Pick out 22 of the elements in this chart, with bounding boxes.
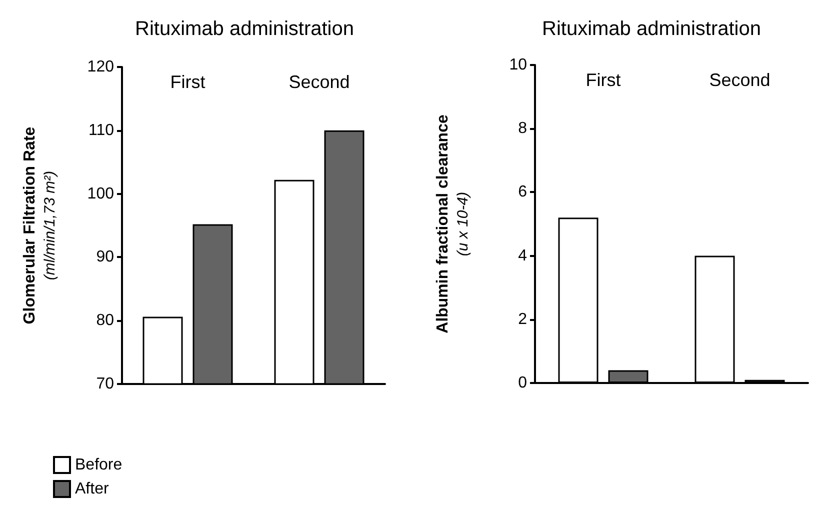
y-tick-label: 8: [518, 120, 528, 138]
x-tick-label: First: [170, 72, 206, 92]
y-tick-label: 120: [87, 58, 114, 76]
y-tick-label: 2: [518, 310, 528, 328]
y-tick-label: 6: [518, 184, 528, 201]
y-tick-label: 4: [518, 247, 528, 264]
y-tick-label: 0: [518, 374, 528, 392]
y-tick-label: 10: [509, 56, 528, 74]
legend-label: After: [75, 480, 110, 498]
y-axis-title: Glomerular Filtration Rate (ml/min/1,73 m²): [22, 126, 58, 324]
y-axis-title: Albumin fractional clearance (u x 10-4): [434, 114, 472, 334]
x-tick-label: First: [586, 70, 621, 90]
y-tick-label: 100: [87, 185, 114, 202]
y-tick-label: 70: [96, 376, 114, 392]
y-tick-label: 110: [88, 122, 114, 139]
y-tick-label: 80: [96, 312, 114, 330]
chart-title: Rituximab administration: [542, 18, 761, 40]
legend-label: Before: [75, 456, 122, 474]
x-tick-label: Second: [709, 70, 770, 90]
x-tick-label: Second: [288, 72, 350, 92]
chart-title: Rituximab administration: [135, 18, 354, 40]
y-tick-label: 90: [96, 248, 114, 266]
